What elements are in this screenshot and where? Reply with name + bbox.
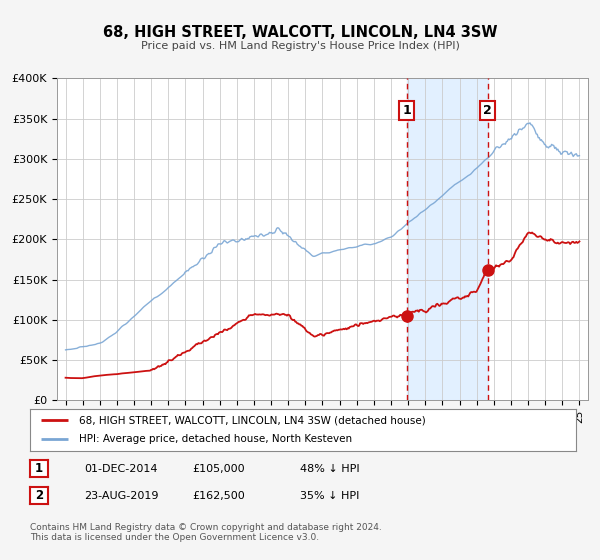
Text: £162,500: £162,500 [192, 491, 245, 501]
Text: 01-DEC-2014: 01-DEC-2014 [84, 464, 157, 474]
Text: This data is licensed under the Open Government Licence v3.0.: This data is licensed under the Open Gov… [30, 533, 319, 542]
Text: Price paid vs. HM Land Registry's House Price Index (HPI): Price paid vs. HM Land Registry's House … [140, 41, 460, 51]
Text: 35% ↓ HPI: 35% ↓ HPI [300, 491, 359, 501]
Bar [407, 78, 488, 400]
Text: 1: 1 [403, 104, 411, 117]
Text: 2: 2 [35, 489, 43, 502]
Text: 68, HIGH STREET, WALCOTT, LINCOLN, LN4 3SW: 68, HIGH STREET, WALCOTT, LINCOLN, LN4 3… [103, 25, 497, 40]
Text: 23-AUG-2019: 23-AUG-2019 [84, 491, 158, 501]
Text: HPI: Average price, detached house, North Kesteven: HPI: Average price, detached house, Nort… [79, 435, 352, 445]
Text: 68, HIGH STREET, WALCOTT, LINCOLN, LN4 3SW (detached house): 68, HIGH STREET, WALCOTT, LINCOLN, LN4 3… [79, 415, 426, 425]
Text: 1: 1 [35, 462, 43, 475]
Text: 2: 2 [483, 104, 492, 117]
Text: 48% ↓ HPI: 48% ↓ HPI [300, 464, 359, 474]
Text: Contains HM Land Registry data © Crown copyright and database right 2024.: Contains HM Land Registry data © Crown c… [30, 523, 382, 532]
Text: £105,000: £105,000 [192, 464, 245, 474]
